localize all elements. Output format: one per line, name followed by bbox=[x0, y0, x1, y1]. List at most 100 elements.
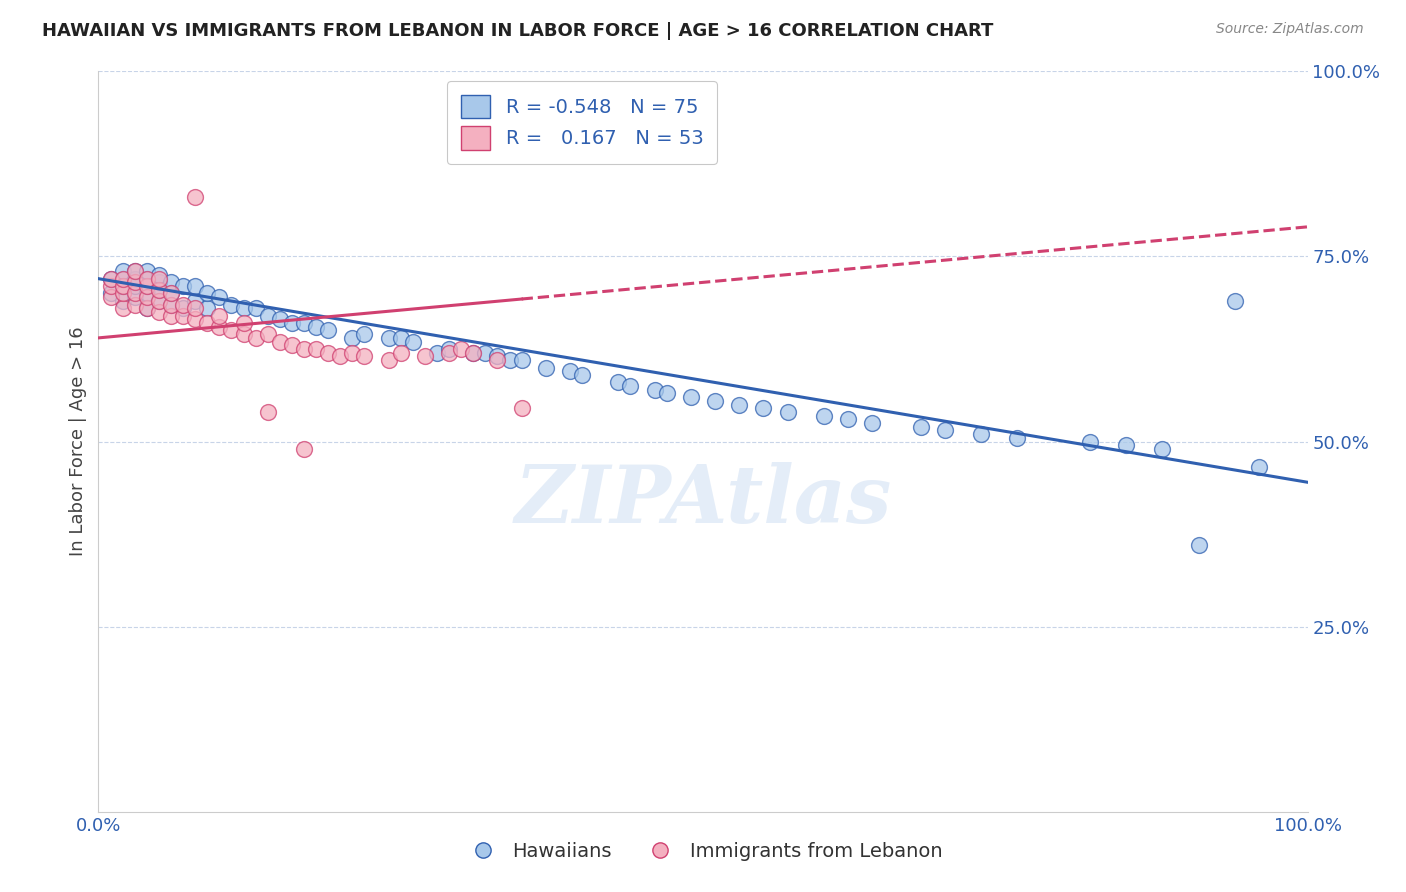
Point bbox=[353, 350, 375, 364]
Legend: Hawaiians, Immigrants from Lebanon: Hawaiians, Immigrants from Lebanon bbox=[456, 834, 950, 869]
Point bbox=[100, 271, 122, 285]
Point bbox=[281, 316, 304, 330]
Point bbox=[377, 331, 399, 345]
Point bbox=[281, 338, 304, 352]
Point bbox=[148, 283, 170, 297]
Point bbox=[111, 279, 134, 293]
Point bbox=[148, 276, 170, 290]
Point bbox=[510, 353, 533, 368]
Point bbox=[172, 309, 194, 323]
Point bbox=[124, 290, 146, 304]
Point bbox=[135, 301, 157, 316]
Point bbox=[292, 342, 315, 356]
Point bbox=[124, 271, 146, 285]
Point bbox=[437, 345, 460, 359]
Point bbox=[486, 350, 509, 364]
Point bbox=[377, 353, 399, 368]
Point bbox=[135, 279, 157, 293]
Text: Source: ZipAtlas.com: Source: ZipAtlas.com bbox=[1216, 22, 1364, 37]
Point bbox=[124, 264, 146, 278]
Point bbox=[752, 401, 775, 416]
Point bbox=[172, 297, 194, 311]
Point bbox=[245, 331, 267, 345]
Point bbox=[269, 312, 291, 326]
Point bbox=[184, 279, 207, 293]
Point bbox=[728, 398, 751, 412]
Point bbox=[195, 316, 218, 330]
Point bbox=[172, 279, 194, 293]
Point bbox=[232, 316, 254, 330]
Point bbox=[208, 319, 231, 334]
Point bbox=[1188, 538, 1211, 552]
Point bbox=[232, 301, 254, 316]
Point bbox=[305, 342, 328, 356]
Point bbox=[160, 286, 183, 301]
Point bbox=[111, 271, 134, 285]
Point bbox=[679, 390, 702, 404]
Point bbox=[934, 424, 956, 438]
Point bbox=[534, 360, 557, 375]
Point bbox=[124, 264, 146, 278]
Point bbox=[148, 283, 170, 297]
Point bbox=[184, 293, 207, 308]
Point bbox=[160, 286, 183, 301]
Point bbox=[184, 301, 207, 316]
Point bbox=[111, 286, 134, 301]
Point bbox=[124, 276, 146, 290]
Point bbox=[256, 327, 278, 342]
Point bbox=[837, 412, 859, 426]
Point bbox=[135, 286, 157, 301]
Point bbox=[135, 264, 157, 278]
Point bbox=[292, 316, 315, 330]
Point bbox=[111, 293, 134, 308]
Point bbox=[644, 383, 666, 397]
Point bbox=[100, 271, 122, 285]
Point bbox=[160, 297, 183, 311]
Point bbox=[111, 279, 134, 293]
Point bbox=[195, 286, 218, 301]
Point bbox=[607, 376, 630, 390]
Point bbox=[148, 293, 170, 308]
Point bbox=[124, 297, 146, 311]
Point bbox=[135, 301, 157, 316]
Point bbox=[437, 342, 460, 356]
Point bbox=[1078, 434, 1101, 449]
Point bbox=[353, 327, 375, 342]
Y-axis label: In Labor Force | Age > 16: In Labor Force | Age > 16 bbox=[69, 326, 87, 557]
Point bbox=[426, 345, 449, 359]
Text: ZIPAtlas: ZIPAtlas bbox=[515, 462, 891, 540]
Point bbox=[148, 268, 170, 282]
Point bbox=[100, 290, 122, 304]
Point bbox=[184, 190, 207, 204]
Point bbox=[160, 297, 183, 311]
Point bbox=[245, 301, 267, 316]
Point bbox=[100, 279, 122, 293]
Point bbox=[256, 405, 278, 419]
Point bbox=[704, 393, 727, 408]
Point bbox=[172, 301, 194, 316]
Point bbox=[329, 350, 352, 364]
Point bbox=[571, 368, 593, 382]
Point bbox=[1007, 431, 1029, 445]
Point bbox=[498, 353, 520, 368]
Point bbox=[619, 379, 641, 393]
Point bbox=[124, 286, 146, 301]
Point bbox=[221, 297, 243, 311]
Point bbox=[463, 345, 485, 359]
Point bbox=[450, 342, 472, 356]
Point bbox=[148, 305, 170, 319]
Point bbox=[195, 301, 218, 316]
Point bbox=[558, 364, 581, 378]
Point bbox=[232, 327, 254, 342]
Point bbox=[148, 293, 170, 308]
Point bbox=[910, 419, 932, 434]
Point bbox=[124, 279, 146, 293]
Point bbox=[269, 334, 291, 349]
Point bbox=[970, 427, 993, 442]
Point bbox=[111, 264, 134, 278]
Point bbox=[389, 331, 412, 345]
Point bbox=[184, 312, 207, 326]
Point bbox=[316, 324, 339, 338]
Point bbox=[135, 271, 157, 285]
Point bbox=[316, 345, 339, 359]
